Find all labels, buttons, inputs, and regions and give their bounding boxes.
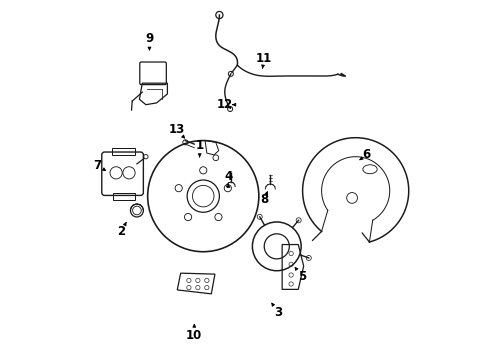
Text: 3: 3 (274, 306, 282, 319)
Text: 12: 12 (216, 98, 232, 111)
Text: 1: 1 (195, 139, 203, 152)
Text: 8: 8 (260, 193, 268, 206)
Text: 6: 6 (362, 148, 370, 161)
Text: 9: 9 (145, 32, 153, 45)
Text: 10: 10 (186, 329, 202, 342)
Text: 13: 13 (168, 123, 184, 136)
Text: 4: 4 (224, 170, 232, 183)
Text: 11: 11 (256, 51, 272, 64)
Text: 5: 5 (297, 270, 305, 283)
Text: 2: 2 (117, 225, 124, 238)
Text: 7: 7 (93, 159, 102, 172)
